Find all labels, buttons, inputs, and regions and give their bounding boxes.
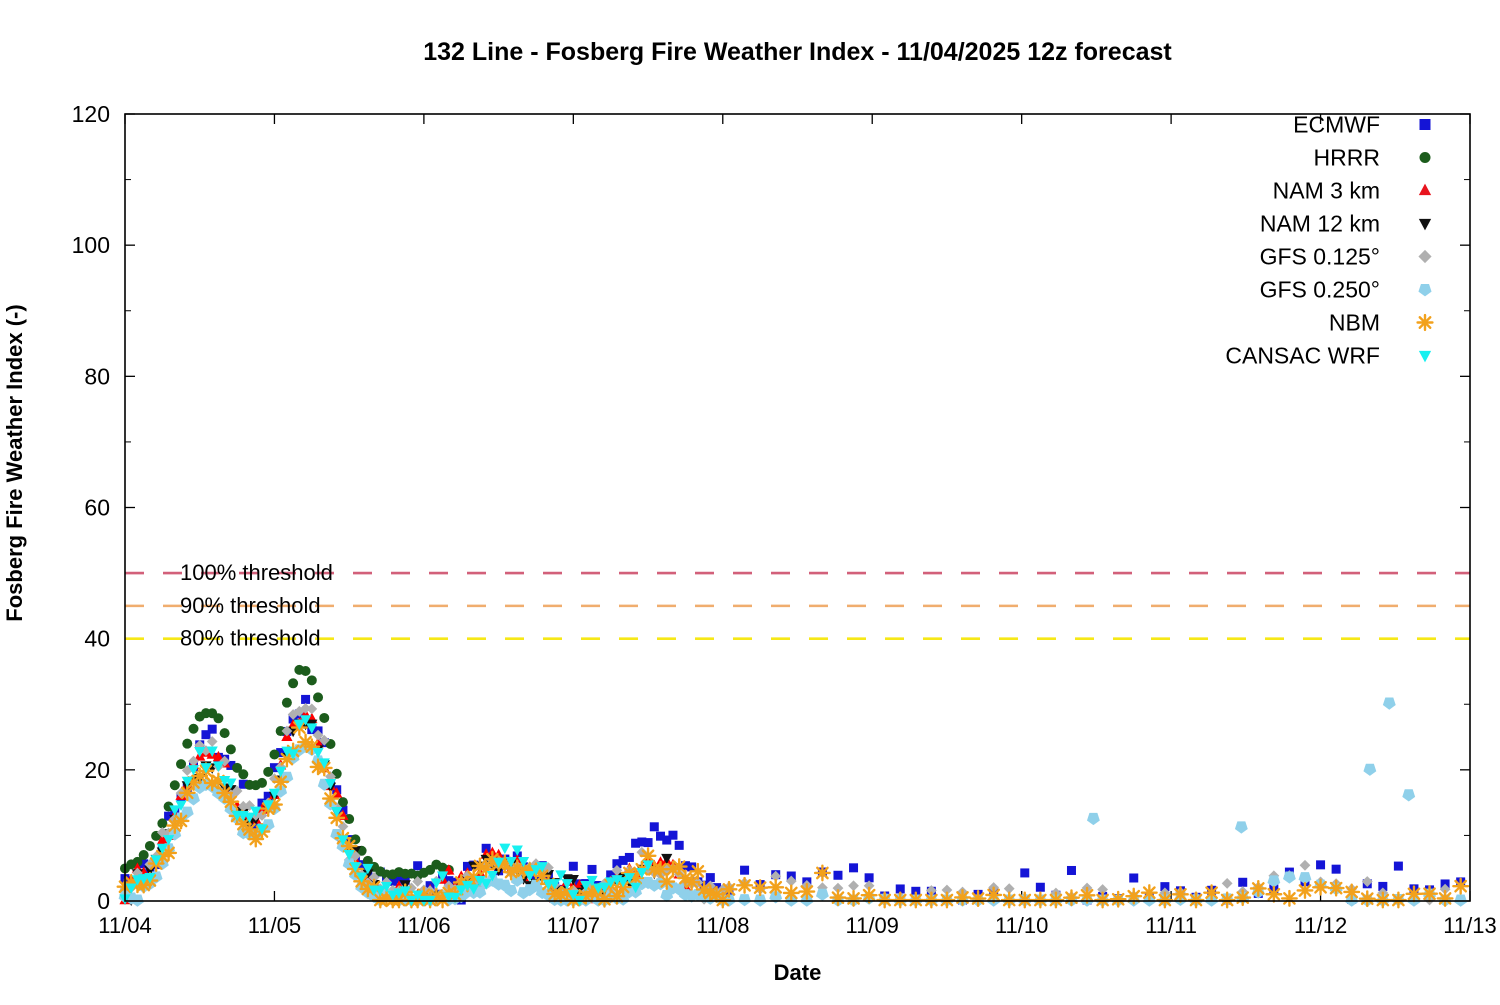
svg-text:11/12: 11/12 bbox=[1294, 913, 1347, 938]
svg-text:HRRR: HRRR bbox=[1314, 145, 1380, 171]
svg-text:11/05: 11/05 bbox=[248, 913, 301, 938]
svg-text:11/10: 11/10 bbox=[995, 913, 1048, 938]
svg-text:0: 0 bbox=[97, 888, 110, 914]
svg-text:80% threshold: 80% threshold bbox=[180, 626, 321, 651]
svg-text:NBM: NBM bbox=[1329, 310, 1380, 336]
svg-text:90% threshold: 90% threshold bbox=[180, 593, 321, 618]
svg-text:NAM 3 km: NAM 3 km bbox=[1273, 178, 1380, 204]
svg-text:11/06: 11/06 bbox=[397, 913, 450, 938]
svg-text:40: 40 bbox=[84, 626, 110, 652]
svg-text:NAM 12 km: NAM 12 km bbox=[1260, 211, 1380, 237]
svg-text:11/07: 11/07 bbox=[547, 913, 600, 938]
svg-text:60: 60 bbox=[84, 495, 110, 521]
svg-text:ECMWF: ECMWF bbox=[1293, 112, 1380, 138]
svg-text:100: 100 bbox=[72, 232, 110, 258]
svg-text:11/09: 11/09 bbox=[846, 913, 899, 938]
svg-text:GFS 0.250°: GFS 0.250° bbox=[1260, 277, 1380, 303]
svg-text:GFS 0.125°: GFS 0.125° bbox=[1260, 244, 1380, 270]
svg-text:120: 120 bbox=[72, 101, 110, 127]
svg-text:20: 20 bbox=[84, 757, 110, 783]
svg-text:11/04: 11/04 bbox=[98, 913, 151, 938]
svg-text:11/13: 11/13 bbox=[1443, 913, 1496, 938]
svg-text:11/11: 11/11 bbox=[1145, 913, 1197, 938]
svg-text:11/08: 11/08 bbox=[696, 913, 749, 938]
svg-text:80: 80 bbox=[84, 363, 110, 389]
svg-text:CANSAC WRF: CANSAC WRF bbox=[1225, 343, 1380, 369]
svg-text:100% threshold: 100% threshold bbox=[180, 560, 333, 585]
